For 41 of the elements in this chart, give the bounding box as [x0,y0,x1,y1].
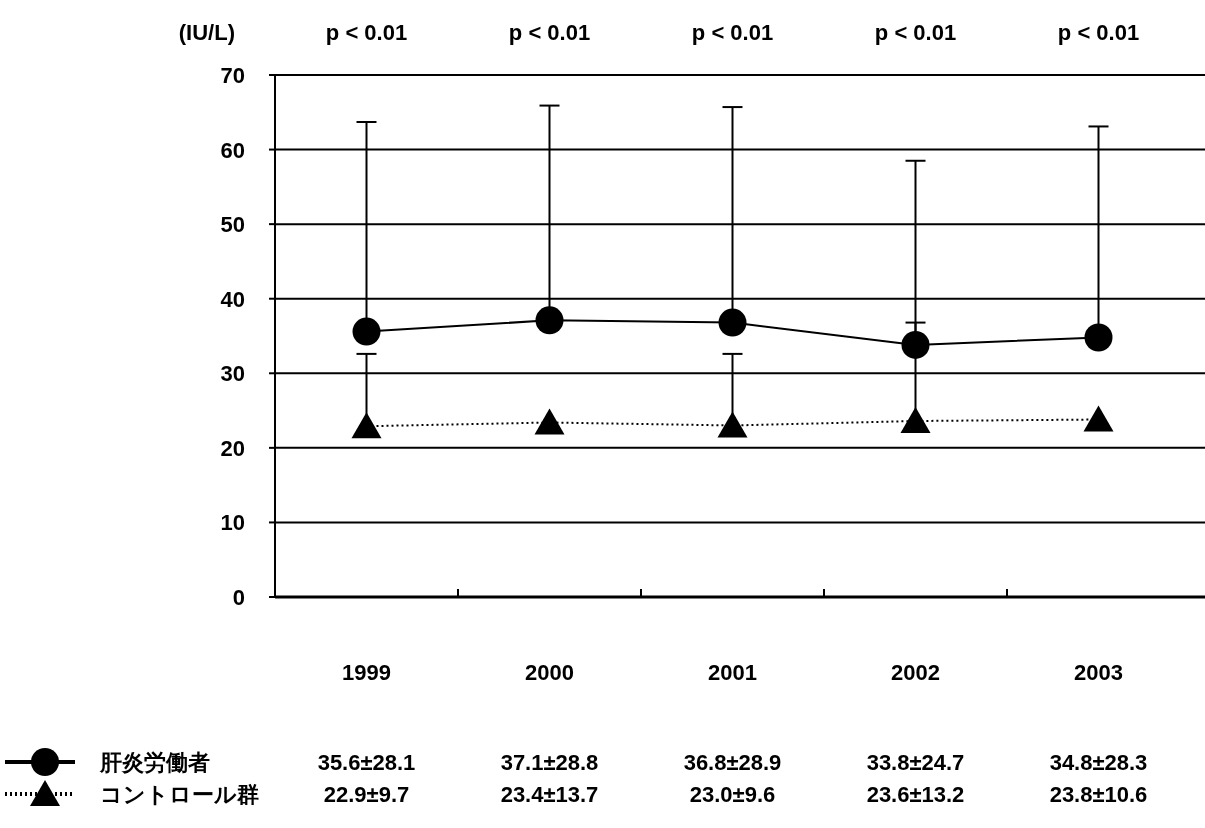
y-tick-label: 60 [220,137,245,163]
y-tick-label: 40 [220,286,245,312]
x-tick-label: 2001 [708,660,757,685]
data-label: 23.0±9.6 [689,782,776,807]
text: p < 0.01 [1057,20,1140,45]
point [351,412,382,439]
point [718,308,747,337]
x-tick-label: 1999 [342,660,391,685]
point [534,408,565,435]
data-label: 37.1±28.8 [500,750,599,775]
data-label: 36.8±28.9 [683,750,782,775]
y-tick-label: 70 [220,63,245,88]
point [901,330,930,359]
text: p < 0.01 [325,20,408,45]
y-tick-label: 10 [220,510,245,536]
data-label: 34.8±28.3 [1049,750,1148,775]
legend-label: 肝炎労働者 [99,750,210,775]
y-tick-label: 30 [220,361,245,387]
x-tick-label: 2003 [1074,660,1123,685]
data-label: 23.8±10.6 [1049,782,1148,807]
point [1084,323,1113,352]
data-label: 33.8±24.7 [866,750,965,775]
text: p < 0.01 [874,20,957,45]
y-axis-title: (IU/L) [178,20,235,45]
y-tick-label: 50 [220,212,245,238]
point [1083,405,1114,432]
legend-label: コントロール群 [100,782,259,807]
data-label: 35.6±28.1 [317,750,416,775]
point [900,407,931,434]
y-tick-label: 20 [220,435,245,461]
point [535,306,564,335]
data-label: 22.9±9.7 [323,782,410,807]
data-label: 23.6±13.2 [866,782,965,807]
text: p < 0.01 [691,20,774,45]
point [717,411,748,438]
text: p < 0.01 [508,20,591,45]
y-tick-label: 0 [232,585,245,610]
point [352,317,381,346]
x-tick-label: 2000 [525,660,574,685]
data-label: 23.4±13.7 [500,782,599,807]
x-tick-label: 2002 [891,660,940,685]
